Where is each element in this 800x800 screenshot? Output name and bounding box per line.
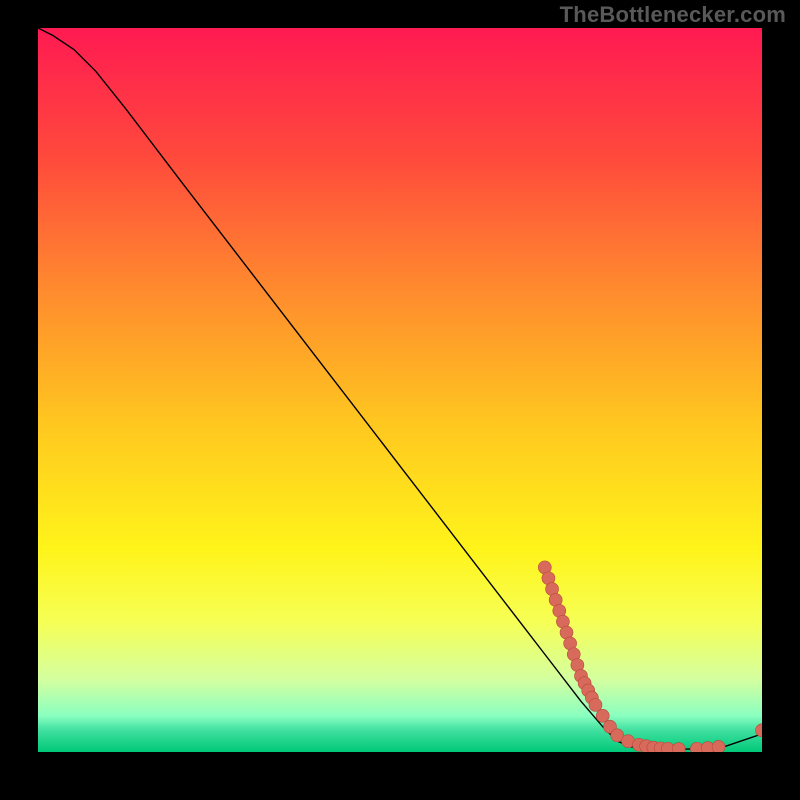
data-marker (712, 740, 725, 752)
chart-plot-area (38, 28, 762, 752)
data-marker (596, 709, 609, 722)
data-marker (589, 698, 602, 711)
watermark-text: TheBottlenecker.com (560, 2, 786, 28)
bottleneck-curve-chart (38, 28, 762, 752)
